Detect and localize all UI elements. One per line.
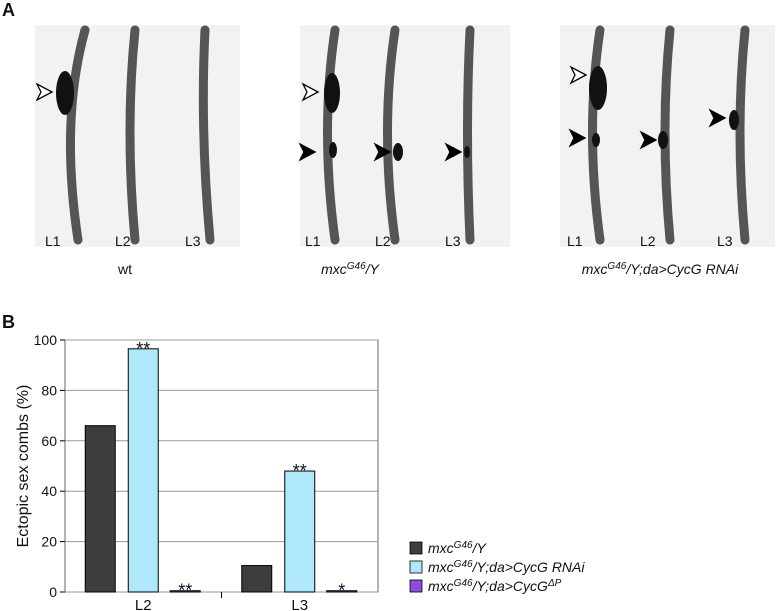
caption: mxcG46/Y: [428, 540, 487, 557]
caption: mxcG46/Y;da>CycG RNAi: [428, 559, 585, 576]
y-tick-label: 0: [49, 584, 57, 600]
leg-label: L1: [305, 233, 321, 249]
legend-swatch: [409, 541, 423, 555]
text-part: mxc: [428, 540, 454, 556]
y-tick-label: 20: [41, 534, 57, 550]
text-part: /Y;da>CycG RNAi: [472, 559, 586, 575]
caption: mxcG46/Y;da>CycG RNAi: [582, 261, 739, 278]
panel-label: B: [2, 312, 15, 332]
significance-label: **: [178, 581, 192, 601]
bar: [326, 590, 358, 593]
significance-label: **: [136, 339, 150, 359]
leg-label: L3: [717, 233, 733, 249]
text-part: /Y: [472, 540, 488, 556]
superscript: G46: [454, 559, 473, 570]
leg-label: L2: [115, 233, 131, 249]
superscript: G46: [454, 540, 473, 551]
superscript: G46: [347, 261, 366, 272]
arrowheads: [35, 65, 727, 162]
text-part: wt: [117, 261, 132, 277]
sex-combs: [56, 66, 739, 161]
x-tick-label: L3: [291, 597, 308, 611]
y-tick-label: 60: [41, 433, 57, 449]
y-tick-label: 40: [41, 483, 57, 499]
leg-label: L2: [640, 233, 656, 249]
caption: mxcG46/Y: [321, 261, 380, 278]
bar: [284, 470, 316, 593]
significance-label: *: [338, 581, 345, 601]
significance-label: **: [293, 461, 307, 481]
legend-swatch: [409, 579, 423, 593]
leg-label: L1: [567, 233, 583, 249]
text-part: /Y;da>CycG RNAi: [625, 261, 739, 277]
legend-swatch: [409, 560, 423, 574]
y-tick-label: 80: [41, 382, 57, 398]
text-part: /Y;da>CycG: [472, 578, 548, 594]
leg-label: L3: [445, 233, 461, 249]
x-tick-label: L2: [135, 597, 152, 611]
superscript: ΔP: [547, 578, 562, 589]
caption: mxcG46/Y;da>CycGΔP: [428, 578, 562, 595]
bar: [241, 565, 273, 593]
text-part: mxc: [582, 261, 608, 277]
text-part: mxc: [428, 559, 454, 575]
leg-label: L3: [185, 233, 201, 249]
bar: [127, 348, 159, 593]
text-part: mxc: [428, 578, 454, 594]
bar: [169, 590, 201, 593]
panel-label: A: [2, 0, 15, 20]
text-part: mxc: [321, 261, 347, 277]
bar: [84, 425, 116, 593]
superscript: G46: [454, 578, 473, 589]
caption: wt: [117, 261, 132, 277]
y-axis-label: Ectopic sex combs (%): [15, 385, 32, 548]
y-tick-label: 100: [34, 332, 58, 348]
leg-label: L2: [375, 233, 391, 249]
text-part: /Y: [365, 261, 381, 277]
leg-label: L1: [45, 233, 61, 249]
superscript: G46: [607, 261, 626, 272]
